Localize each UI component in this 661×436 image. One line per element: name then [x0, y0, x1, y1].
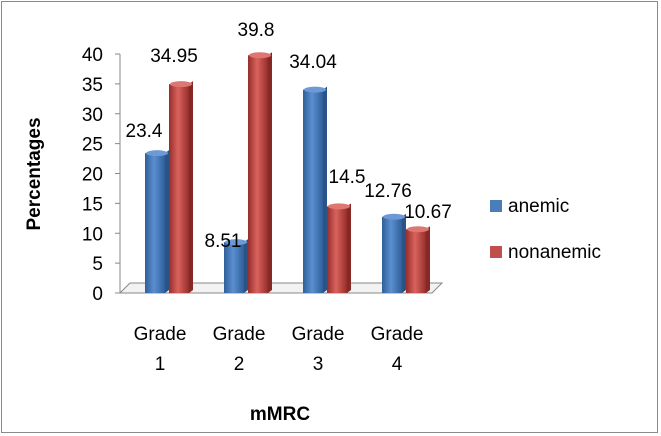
data-label-anemic-3: 34.04 [289, 52, 337, 73]
category-label-3: Grade 3 [292, 324, 345, 375]
bar-side [268, 52, 272, 293]
category-label-line: 2 [234, 354, 245, 375]
data-label-anemic-1: 23.4 [126, 121, 163, 142]
bar-body [303, 89, 323, 294]
category-label-4: Grade 4 [371, 324, 424, 375]
bar-side [402, 213, 406, 293]
y-tick-label: 40 [82, 45, 103, 66]
legend-item-anemic: anemic [490, 196, 569, 217]
bar-nonanemic-2 [248, 52, 272, 293]
y-tick-label: 5 [92, 254, 103, 275]
bar-body [224, 242, 244, 293]
y-axis-title: Percentages [24, 117, 45, 230]
y-tick-label: 20 [82, 165, 103, 186]
y-tick-label: 10 [82, 224, 103, 245]
y-ticks: 0 5 10 15 20 25 30 35 40 [82, 45, 120, 305]
data-label-nonanemic-4: 10.67 [404, 202, 452, 223]
bar-top [225, 239, 247, 246]
bar-body [169, 84, 189, 293]
y-tick-label: 15 [82, 194, 103, 215]
bar-top [249, 52, 271, 59]
data-label-anemic-2: 8.51 [205, 231, 242, 252]
legend-swatch [490, 200, 502, 212]
bar-side [323, 86, 327, 294]
data-label-nonanemic-3: 14.5 [329, 167, 366, 188]
y-tick-label: 35 [82, 75, 103, 96]
category-label-line: Grade [134, 324, 187, 345]
bar-top [146, 150, 168, 157]
x-axis-title: mMRC [250, 404, 310, 425]
bar-side [165, 150, 169, 293]
bar-body [327, 206, 347, 293]
bar-body [248, 55, 268, 293]
bar-body [145, 153, 165, 293]
data-label-nonanemic-1: 34.95 [150, 46, 198, 67]
bar-side [244, 239, 248, 293]
category-label-line: Grade [371, 324, 424, 345]
y-tick-label: 25 [82, 135, 103, 156]
bar-nonanemic-1 [169, 81, 193, 293]
category-label-line: 4 [392, 354, 403, 375]
bar-nonanemic-4 [406, 226, 430, 293]
bar-anemic-2 [224, 239, 248, 293]
y-tick-label: 30 [82, 105, 103, 126]
legend-swatch [490, 246, 502, 258]
legend-label: anemic [508, 196, 569, 217]
legend: anemic nonanemic [490, 196, 601, 263]
legend-item-nonanemic: nonanemic [490, 242, 601, 263]
bar-top [328, 203, 350, 210]
bar-anemic-4 [382, 213, 406, 293]
category-label-line: 3 [313, 354, 324, 375]
category-label-line: Grade [213, 324, 266, 345]
data-label-anemic-4: 12.76 [364, 181, 412, 202]
bar-top [170, 81, 192, 88]
category-label-1: Grade 1 [134, 324, 187, 375]
bar-body [406, 229, 426, 293]
y-tick-label: 0 [92, 284, 103, 305]
bar-top [304, 86, 326, 93]
bar-anemic-1 [145, 150, 169, 293]
bar-side [347, 203, 351, 293]
bar-body [382, 216, 402, 293]
bar-top [407, 226, 429, 233]
bar-anemic-3 [303, 86, 327, 294]
legend-label: nonanemic [508, 242, 601, 263]
data-label-nonanemic-2: 39.8 [238, 20, 275, 41]
category-label-2: Grade 2 [213, 324, 266, 375]
x-category-labels: Grade 1 Grade 2 Grade 3 Grade 4 [134, 324, 424, 375]
category-label-line: 1 [155, 354, 166, 375]
bar-top [383, 213, 405, 220]
bar-side [189, 81, 193, 293]
data-labels: 23.4 8.51 34.04 12.76 34.95 39.8 14.5 10.67 [126, 20, 452, 252]
bar-nonanemic-3 [327, 203, 351, 293]
category-label-line: Grade [292, 324, 345, 345]
bar-side [426, 226, 430, 293]
bars [145, 52, 430, 294]
